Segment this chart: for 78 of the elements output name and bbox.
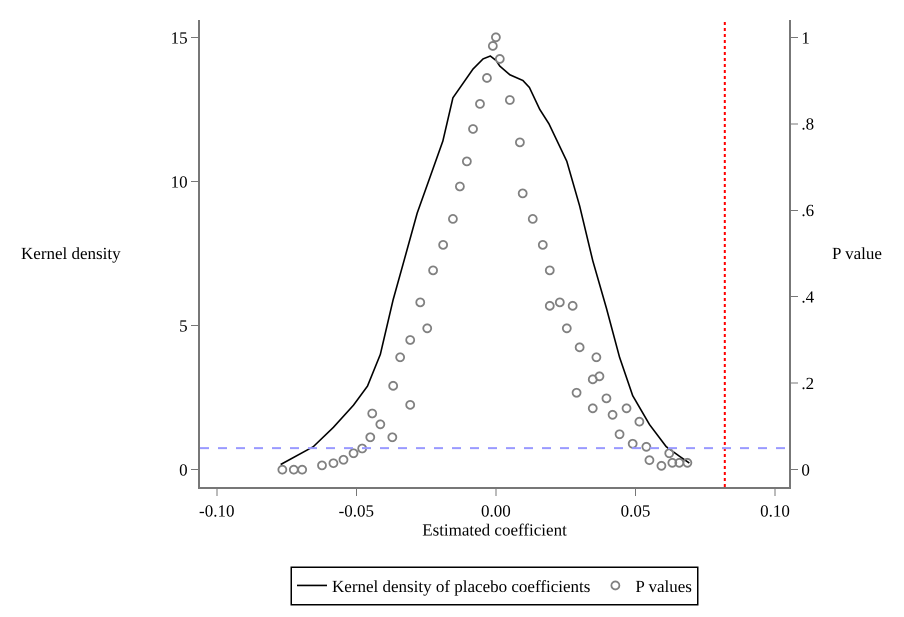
y-tick-label: 0 <box>179 460 188 480</box>
point <box>428 265 438 276</box>
point <box>482 73 492 83</box>
point <box>682 458 692 468</box>
point <box>338 454 348 465</box>
point <box>448 214 458 224</box>
point <box>365 432 376 442</box>
point <box>614 429 624 440</box>
y2-tick-label: .2 <box>801 374 814 394</box>
point <box>367 408 378 418</box>
point <box>405 335 416 345</box>
point <box>415 297 426 308</box>
point <box>554 297 565 308</box>
point <box>588 374 598 384</box>
y2-tick-label: 1 <box>801 28 810 48</box>
point <box>422 323 432 334</box>
point <box>568 300 578 311</box>
point <box>667 458 678 468</box>
point <box>504 95 515 105</box>
y2-tick-label: .4 <box>801 288 815 307</box>
point <box>388 380 398 391</box>
point <box>594 371 604 382</box>
point <box>628 438 638 449</box>
point <box>288 464 299 475</box>
y2-tick-label: 0 <box>801 460 810 480</box>
point <box>544 300 555 311</box>
point <box>277 464 288 475</box>
point <box>622 403 632 414</box>
x-tick-label: -0.10 <box>199 501 234 520</box>
point <box>644 455 654 466</box>
point <box>357 444 368 454</box>
point <box>328 458 338 468</box>
point <box>317 460 327 470</box>
x-tick-label: -0.05 <box>338 501 374 520</box>
point <box>462 156 472 166</box>
y-axis-title: Kernel density <box>21 244 122 263</box>
point <box>562 323 572 334</box>
point <box>491 32 501 42</box>
point <box>528 214 538 224</box>
point <box>574 342 585 352</box>
point <box>518 188 528 198</box>
y-tick-label: 5 <box>179 316 188 336</box>
x-axis-title: Estimated coefficient <box>422 520 568 540</box>
point <box>591 352 602 362</box>
legend-label: Kernel density of placebo coefficients <box>332 577 590 596</box>
point <box>572 388 582 398</box>
point <box>475 98 485 109</box>
y2-axis-title: P value <box>832 244 882 263</box>
point <box>405 400 416 410</box>
point <box>468 124 478 134</box>
point <box>656 460 666 471</box>
point <box>387 432 398 442</box>
point <box>297 464 308 475</box>
y2-tick-label: .6 <box>801 201 814 220</box>
point <box>674 458 684 468</box>
y-tick-label: 15 <box>170 28 188 48</box>
point <box>664 448 674 458</box>
x-tick-label: 0.00 <box>481 501 511 520</box>
point <box>488 41 498 51</box>
point <box>395 352 406 362</box>
y-tick-label: 10 <box>170 172 188 192</box>
x-tick-label: 0.10 <box>760 501 790 520</box>
point <box>348 448 358 458</box>
point <box>634 416 644 427</box>
x-tick-label: 0.05 <box>620 501 650 520</box>
point <box>538 240 548 250</box>
point <box>515 137 525 148</box>
point <box>641 442 652 452</box>
point <box>544 265 555 276</box>
point <box>375 419 386 430</box>
point <box>608 410 618 420</box>
point <box>588 403 598 414</box>
y2-tick-label: .8 <box>801 114 814 134</box>
point <box>438 240 448 250</box>
point <box>602 393 612 404</box>
legend-label: P values <box>635 577 692 596</box>
point <box>494 54 505 64</box>
point <box>454 182 465 192</box>
